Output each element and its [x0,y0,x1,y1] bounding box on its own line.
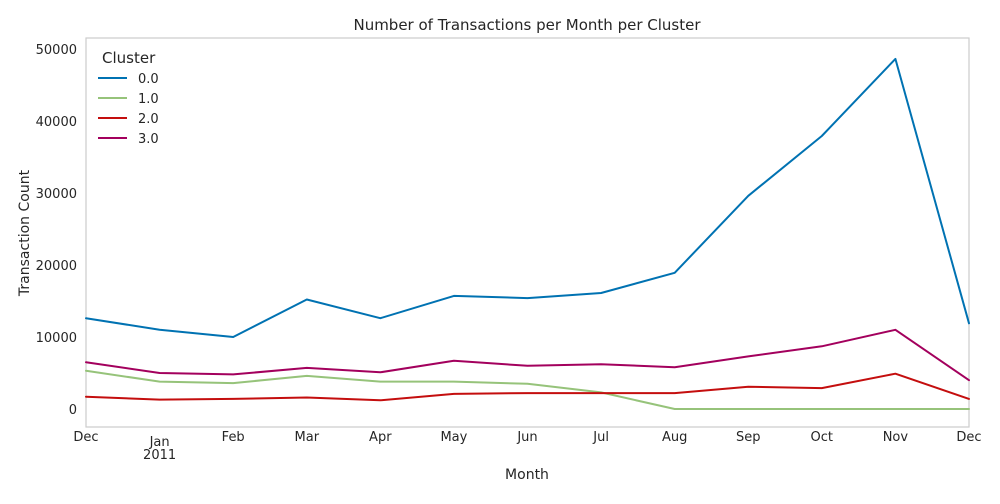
y-tick-label: 0 [69,403,77,418]
y-axis: 0 10000 20000 30000 40000 50000 [36,43,77,418]
x-tick-label: Aug [662,430,687,445]
series-line-3 [85,328,970,382]
series-line-2 [85,372,970,402]
x-tick-label: Jun [516,430,537,445]
x-tick-label: Jan [149,435,170,450]
x-tick-label: Oct [811,430,833,445]
chart-title: Number of Transactions per Month per Clu… [353,16,701,34]
legend-label: 2.0 [138,112,159,127]
series-line-1 [85,369,970,410]
x-tick-label: Jul [592,430,609,445]
legend-label: 3.0 [138,132,159,147]
x-tick-label: Dec [73,430,98,445]
x-axis-title: Month [505,467,549,483]
x-tick-label: Mar [295,430,320,445]
x-tick-label: Sep [736,430,761,445]
y-tick-label: 40000 [36,115,77,130]
y-tick-label: 20000 [36,259,77,274]
plot-frame [85,37,970,428]
x-tick-label: Nov [883,430,909,445]
legend: Cluster 0.0 1.0 2.0 3.0 [98,49,159,147]
x-tick-label: Feb [222,430,245,445]
x-axis: Dec Jan Feb Mar Apr May Jun Jul Aug Sep Oct Nov Dec 2… [73,430,981,463]
legend-label: 0.0 [138,72,159,87]
x-tick-label: May [440,430,467,445]
x-tick-year-label: 2011 [143,448,176,463]
x-tick-label: Apr [369,430,392,445]
y-tick-label: 10000 [36,331,77,346]
series-line-0 [85,57,970,338]
y-tick-label: 50000 [36,43,77,58]
plot-area [85,37,970,428]
y-axis-title: Transaction Count [17,169,33,297]
legend-label: 1.0 [138,92,159,107]
legend-title: Cluster [102,49,156,67]
y-tick-label: 30000 [36,187,77,202]
x-tick-label: Dec [956,430,981,445]
